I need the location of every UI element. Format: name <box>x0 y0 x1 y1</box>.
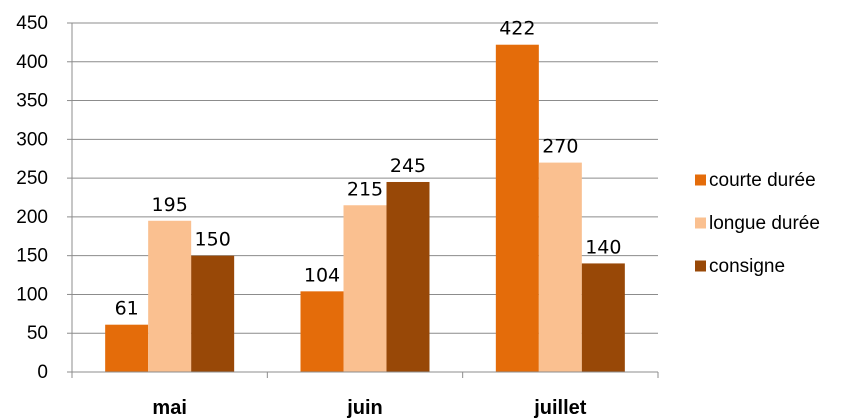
data-label: 140 <box>585 236 621 258</box>
bar <box>538 162 582 372</box>
legend-label: longue durée <box>709 213 820 234</box>
bar <box>495 44 539 373</box>
data-label: 150 <box>195 229 231 251</box>
y-tick-label: 50 <box>27 323 48 344</box>
legend-swatch <box>695 217 706 229</box>
data-label: 195 <box>152 194 188 216</box>
legend-swatch <box>695 260 706 272</box>
legend-label: courte durée <box>709 170 816 191</box>
data-label: 245 <box>390 155 426 177</box>
bar <box>386 181 430 372</box>
x-tick-label: juillet <box>533 397 587 418</box>
data-label: 422 <box>499 18 535 40</box>
bar <box>300 291 344 372</box>
data-labels: 61 195 150 104 215 245 422 270 140 <box>115 18 622 320</box>
y-tick-label: 150 <box>16 246 48 267</box>
bar <box>581 263 625 372</box>
y-tick-label: 300 <box>16 129 48 150</box>
y-tick-label: 450 <box>16 13 48 34</box>
x-tick-label: juin <box>346 397 383 418</box>
bars <box>105 44 625 373</box>
bar <box>191 255 235 372</box>
data-label: 61 <box>115 298 139 320</box>
data-label: 270 <box>542 136 578 158</box>
legend-swatch <box>695 174 706 186</box>
y-tick-label: 350 <box>16 91 48 112</box>
bar <box>343 205 387 372</box>
y-tick-label: 200 <box>16 207 48 228</box>
y-tick-label: 100 <box>16 284 48 305</box>
data-label: 215 <box>347 178 383 200</box>
axes <box>71 23 658 373</box>
y-tick-label: 400 <box>16 52 48 73</box>
x-tick-label: mai <box>152 397 186 418</box>
x-axis-ticks: mai juin juillet <box>71 372 659 418</box>
bar <box>148 220 192 372</box>
legend: courte durée longue durée consigne <box>695 170 820 277</box>
y-axis-ticks: 0 50 100 150 200 250 300 350 400 450 <box>16 13 72 383</box>
data-label: 104 <box>304 264 340 286</box>
bar <box>105 324 149 372</box>
y-tick-label: 250 <box>16 168 48 189</box>
y-tick-label: 0 <box>37 362 48 383</box>
legend-label: consigne <box>709 256 785 277</box>
